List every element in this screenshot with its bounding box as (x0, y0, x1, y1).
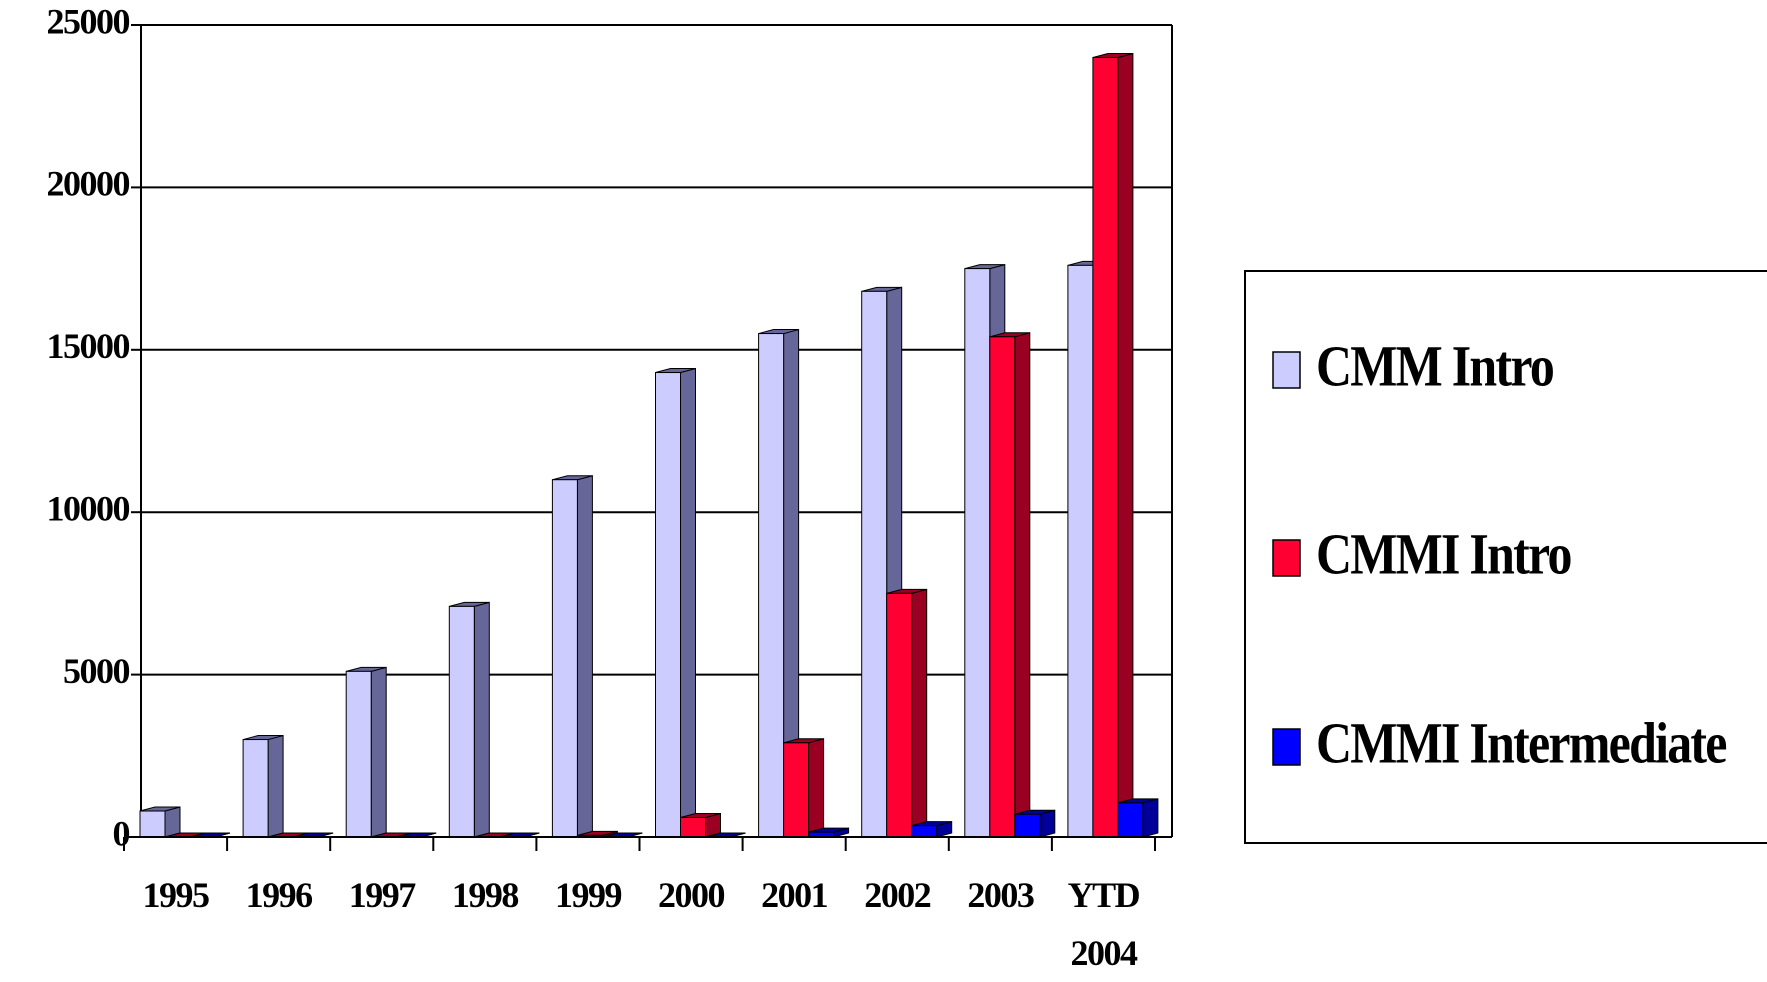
x-tick-label: 1997 (348, 875, 417, 915)
bar (551, 475, 593, 838)
legend-box (1244, 270, 1767, 844)
x-tick-label: 2000 (658, 875, 726, 915)
y-tick-label: 0 (113, 813, 130, 853)
bar (989, 332, 1031, 838)
bar-side (473, 601, 490, 838)
bar (680, 812, 721, 838)
legend-swatch (1272, 351, 1301, 389)
bar-side (164, 806, 181, 838)
bar (911, 820, 953, 838)
bar-front (911, 825, 938, 838)
bar (345, 666, 387, 838)
x-tick-label: 1999 (554, 875, 623, 915)
y-tick-label: 20000 (47, 164, 130, 204)
bar-front (1014, 813, 1041, 838)
bar-front (139, 810, 166, 838)
y-tick-label: 10000 (47, 488, 130, 528)
bar-side (576, 475, 593, 838)
x-tick-label: 1998 (451, 875, 520, 915)
bar (861, 286, 903, 838)
bar-front (1117, 802, 1144, 838)
x-tick-label: 1996 (245, 875, 314, 915)
bar-side (1142, 798, 1159, 838)
bar (783, 738, 825, 838)
y-tick-label: 25000 (47, 1, 130, 41)
bar-front (448, 605, 475, 838)
bar-front (242, 739, 269, 838)
x-tick-label: 2001 (761, 875, 829, 915)
bar-front (680, 817, 706, 838)
bar-side (370, 666, 387, 838)
bar-front (655, 372, 681, 838)
bar (758, 328, 800, 838)
bar-front (861, 290, 888, 838)
bar-front (1067, 264, 1094, 838)
bar-side (1014, 332, 1031, 838)
bar-front (758, 333, 785, 838)
bar-front (886, 592, 913, 838)
bar-side (1117, 52, 1134, 838)
bar (1014, 809, 1056, 838)
x-tick-label: YTD 2004 (1067, 875, 1141, 973)
legend-label: CMMI Intro (1316, 522, 1571, 586)
bar-side (808, 738, 825, 838)
bar (242, 734, 284, 838)
bar-side (1039, 809, 1056, 838)
bar-front (1092, 56, 1119, 838)
x-tick-label: 2003 (967, 875, 1035, 915)
bar-front (964, 268, 991, 838)
x-tick-label: 2002 (864, 875, 932, 915)
bar-side (267, 734, 284, 838)
y-tick-label: 5000 (63, 651, 130, 691)
legend-swatch (1272, 539, 1301, 577)
legend-swatch (1272, 728, 1301, 766)
bar (1117, 798, 1159, 838)
bar (655, 367, 696, 838)
bar-side (911, 588, 928, 838)
bar-front (345, 670, 372, 838)
y-tick-label: 15000 (47, 326, 130, 366)
bar-front (551, 479, 578, 838)
x-tick-label: 1995 (142, 875, 211, 915)
bar-front (989, 336, 1016, 838)
bar (1092, 52, 1134, 838)
legend-label: CMM Intro (1316, 334, 1553, 398)
bar-front (783, 742, 810, 838)
bar (886, 588, 928, 838)
bar (139, 806, 181, 838)
bar-side (680, 367, 696, 838)
bar (448, 601, 490, 838)
legend-label: CMMI Intermediate (1316, 711, 1727, 775)
